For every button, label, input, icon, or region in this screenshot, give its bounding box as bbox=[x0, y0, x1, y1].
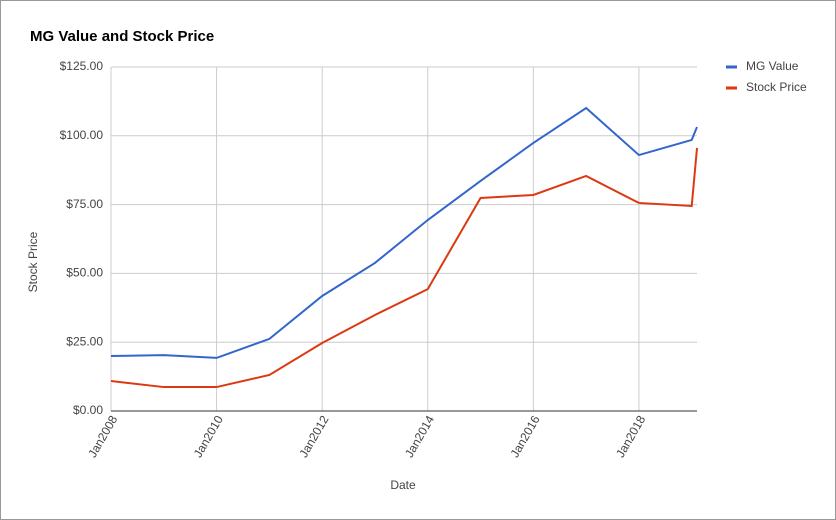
y-tick-label: $25.00 bbox=[66, 334, 103, 348]
legend-swatch bbox=[726, 65, 737, 69]
legend-swatch bbox=[726, 86, 737, 90]
legend-label: Stock Price bbox=[746, 80, 807, 94]
y-tick-label: $50.00 bbox=[66, 266, 103, 280]
series-line bbox=[110, 106, 698, 359]
y-axis-label: Stock Price bbox=[26, 231, 40, 292]
chart-title: MG Value and Stock Price bbox=[30, 28, 214, 45]
legend-label: MG Value bbox=[746, 59, 799, 73]
y-tick-label: $100.00 bbox=[60, 128, 104, 142]
y-tick-label: $0.00 bbox=[73, 403, 103, 417]
y-tick-label: $125.00 bbox=[60, 59, 104, 73]
series-line bbox=[110, 147, 698, 389]
x-axis-label: Date bbox=[390, 478, 416, 492]
y-tick-label: $75.00 bbox=[66, 197, 103, 211]
